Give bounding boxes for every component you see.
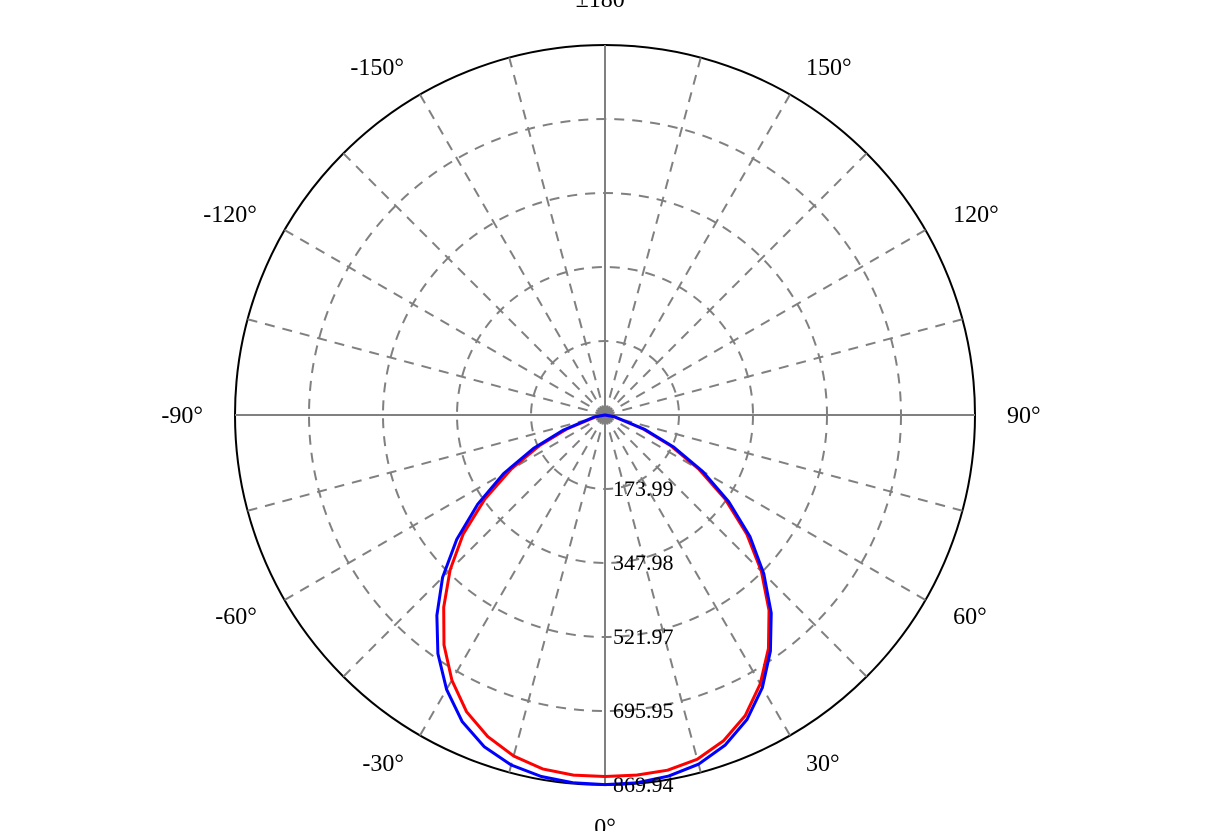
grid-spoke: [509, 415, 605, 772]
angle-label: -60°: [215, 604, 257, 630]
angle-label: -150°: [350, 55, 404, 81]
grid-spoke: [248, 319, 605, 415]
grid-spoke: [248, 415, 605, 511]
grid-spoke: [605, 153, 867, 415]
radial-tick-label: 869.94: [613, 772, 674, 797]
polar-svg: 173.99 347.98 521.97 695.95 869.94 ±180° -150°…: [0, 0, 1219, 831]
angle-label: 120°: [953, 202, 999, 228]
polar-chart: 173.99 347.98 521.97 695.95 869.94 ±180° -150°…: [0, 0, 1219, 831]
radial-tick-label: 347.98: [613, 550, 674, 575]
grid-spoke: [285, 230, 605, 415]
series-C0: [444, 415, 769, 777]
angle-label: 60°: [953, 604, 987, 630]
grid-spoke: [420, 95, 605, 415]
radial-tick-labels: 173.99 347.98 521.97 695.95 869.94: [613, 476, 674, 797]
grid-spoke: [605, 58, 701, 415]
angle-label: 30°: [806, 751, 840, 777]
grid-spoke: [605, 230, 925, 415]
angle-label: 90°: [1007, 403, 1041, 429]
angle-label: ±180°: [576, 0, 635, 13]
grid-spoke: [509, 58, 605, 415]
radial-tick-label: 173.99: [613, 476, 674, 501]
radial-tick-label: 521.97: [613, 624, 674, 649]
grid-spoke: [343, 153, 605, 415]
angle-label: 150°: [806, 55, 852, 81]
angle-label: 0°: [594, 815, 616, 831]
grid-spoke: [605, 95, 790, 415]
angle-label: -120°: [203, 202, 257, 228]
grid-spoke: [343, 415, 605, 677]
angle-label: -90°: [161, 403, 203, 429]
grid-spoke: [605, 319, 962, 415]
radial-tick-label: 695.95: [613, 698, 674, 723]
angle-label: -30°: [362, 751, 404, 777]
